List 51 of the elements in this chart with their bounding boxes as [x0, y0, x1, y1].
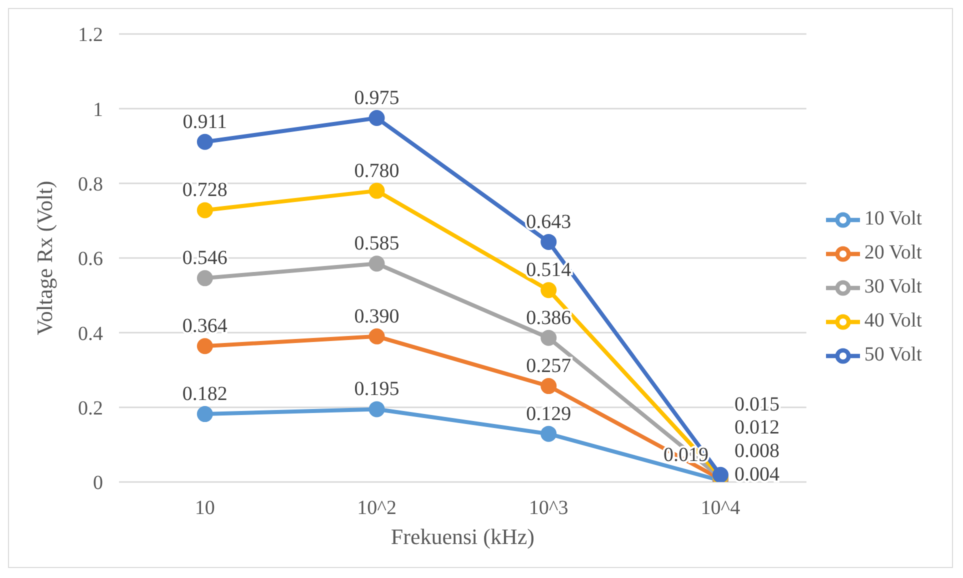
legend-label: 50 Volt	[864, 344, 922, 366]
point	[368, 256, 385, 272]
data-label: 0.012	[734, 416, 780, 439]
point	[540, 234, 557, 250]
data-label: 0.390	[354, 305, 400, 328]
point	[540, 282, 557, 298]
legend-label: 20 Volt	[864, 242, 922, 264]
data-label: 0.195	[354, 378, 400, 400]
data-label: 0.182	[182, 383, 228, 406]
y-tick-label: 0	[93, 472, 103, 494]
x-tick-label: 10	[194, 497, 215, 520]
data-label: 0.129	[526, 402, 572, 425]
point	[368, 328, 385, 344]
point	[540, 330, 557, 346]
y-tick-label: 0.6	[78, 248, 103, 270]
y-tick-label: 1.2	[78, 24, 103, 46]
x-tick-label: 10^2	[357, 497, 396, 520]
point	[368, 110, 385, 126]
data-label: 0.911	[182, 110, 228, 133]
point	[196, 202, 213, 218]
point	[540, 378, 557, 394]
point	[196, 406, 213, 422]
point	[368, 182, 385, 199]
point	[540, 426, 557, 442]
data-label: 0.008	[734, 440, 780, 462]
point	[196, 270, 213, 286]
point	[196, 134, 213, 150]
y-axis-title: Voltage Rx (Volt)	[32, 180, 57, 336]
x-tick-label: 10^4	[700, 497, 740, 520]
data-label: 0.386	[526, 306, 572, 329]
y-tick-label: 0.8	[78, 173, 103, 196]
y-tick-label: 1	[93, 98, 103, 121]
data-label: 0.015	[734, 393, 780, 416]
y-tick-label: 0.4	[78, 322, 103, 345]
y-tick-label: 0.2	[78, 397, 103, 420]
legend-label: 10 Volt	[864, 208, 922, 230]
data-label: 0.643	[526, 210, 572, 233]
data-label: 0.975	[354, 87, 400, 109]
legend-label: 30 Volt	[864, 276, 922, 298]
data-label: 0.780	[354, 160, 400, 182]
data-label: 0.257	[526, 355, 572, 378]
x-tick-label: 10^3	[528, 497, 568, 520]
point	[196, 338, 213, 354]
data-label: 0.364	[182, 315, 228, 338]
data-label: 0.585	[354, 232, 400, 255]
x-axis-title: Frekuensi (kHz)	[390, 524, 534, 549]
data-label: 0.004	[734, 464, 780, 486]
point	[368, 401, 385, 418]
data-label: 0.728	[182, 179, 228, 202]
legend-label: 40 Volt	[864, 310, 922, 332]
data-label: 0.546	[182, 247, 228, 270]
